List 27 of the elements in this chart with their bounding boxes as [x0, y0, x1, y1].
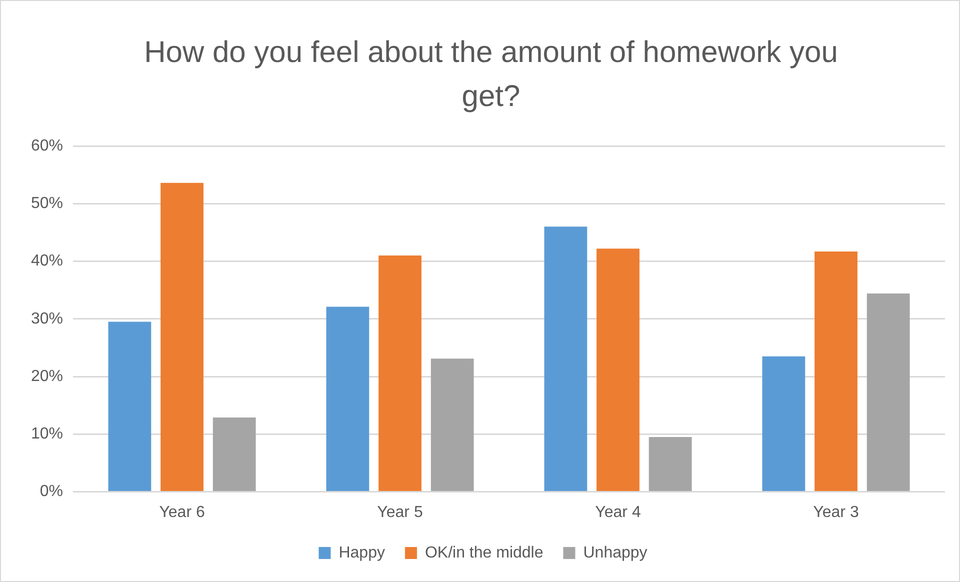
bar	[108, 322, 152, 492]
legend-label: Unhappy	[583, 544, 648, 562]
bar	[160, 182, 204, 492]
bar	[648, 437, 692, 492]
bar	[866, 294, 910, 492]
x-tick-label: Year 3	[813, 504, 859, 521]
x-tick-label: Year 4	[595, 504, 641, 521]
bar	[326, 306, 370, 492]
y-tick-label: 50%	[30, 195, 64, 212]
x-tick-label: Year 5	[377, 504, 423, 521]
y-tick-label: 60%	[30, 137, 64, 154]
bar	[212, 417, 256, 492]
bar	[814, 251, 858, 492]
x-tick-label: Year 6	[159, 504, 205, 521]
legend-label: Happy	[338, 544, 385, 562]
bar	[378, 256, 422, 492]
chart-title: How do you feel about the amount of homework you get?	[143, 35, 839, 115]
bar	[596, 248, 640, 492]
y-tick-label: 0%	[40, 483, 64, 500]
bar	[544, 226, 588, 492]
y-tick-label: 20%	[30, 368, 64, 385]
legend-label: OK/in the middle	[424, 544, 544, 562]
bar	[430, 358, 474, 492]
bar	[762, 356, 806, 492]
y-tick-label: 10%	[30, 426, 64, 443]
y-tick-label: 40%	[30, 252, 64, 270]
y-tick-label: 30%	[30, 310, 64, 328]
